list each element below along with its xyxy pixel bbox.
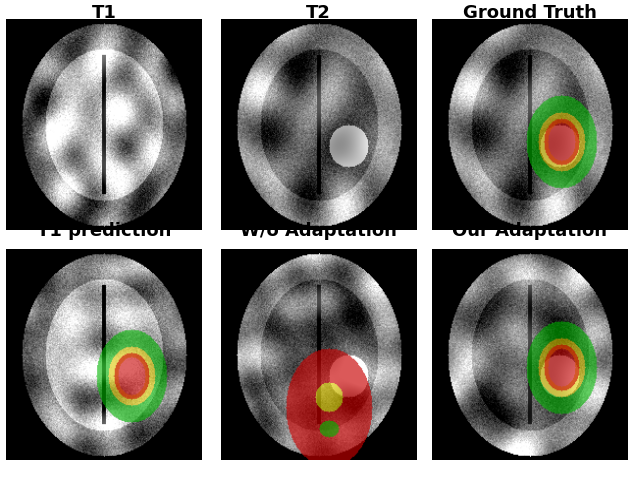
Text: T2: T2 xyxy=(306,3,331,22)
Text: T1 prediction: T1 prediction xyxy=(37,221,171,240)
Text: Ground Truth: Ground Truth xyxy=(463,3,596,22)
Text: T1: T1 xyxy=(92,3,116,22)
Text: W/o Adaptation: W/o Adaptation xyxy=(240,221,397,240)
Text: Our Adaptation: Our Adaptation xyxy=(452,221,607,240)
